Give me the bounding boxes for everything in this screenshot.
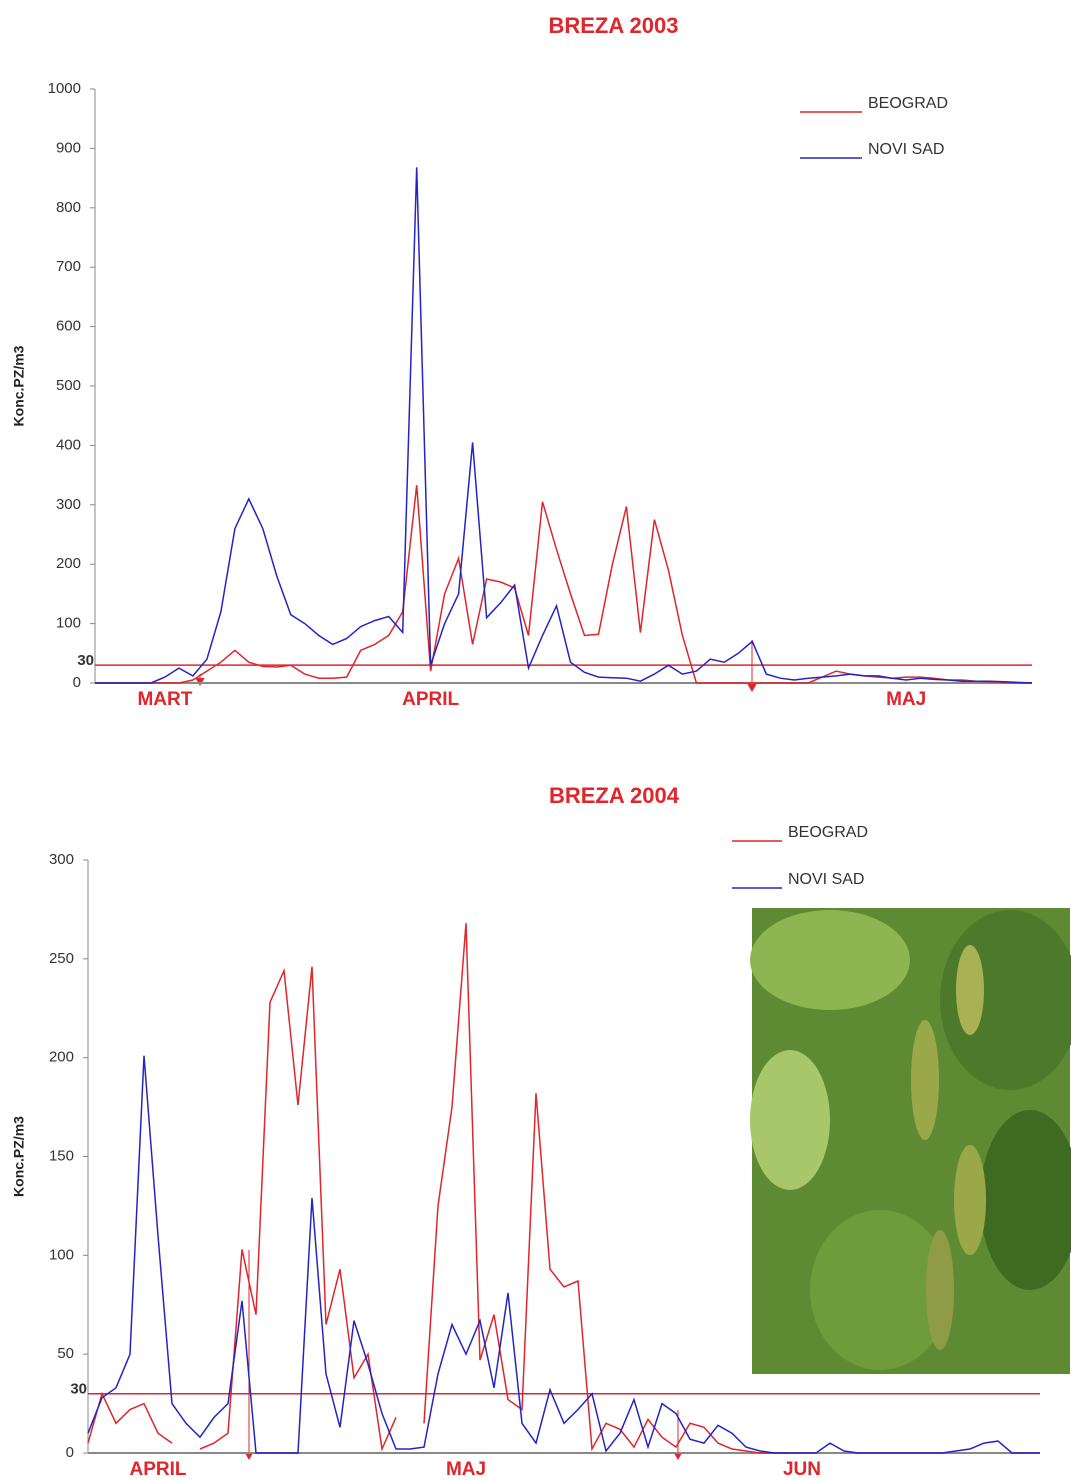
y-tick-label: 300 xyxy=(49,851,74,868)
y-tick-label: 1000 xyxy=(48,80,81,97)
x-category-label: MART xyxy=(137,689,192,710)
y-axis-label: Konc.PZ/m3 xyxy=(11,1116,27,1197)
x-category-label: MAJ xyxy=(446,1459,486,1480)
y-tick-label: 400 xyxy=(56,436,81,453)
chart-title: BREZA 2003 xyxy=(548,13,678,38)
y-tick-label: 250 xyxy=(49,950,74,967)
x-category-label: MAJ xyxy=(886,689,926,710)
threshold-label: 30 xyxy=(70,1381,87,1398)
y-axis-label: Konc.PZ/m3 xyxy=(11,345,27,426)
y-tick-label: 900 xyxy=(56,139,81,156)
y-tick-label: 50 xyxy=(57,1345,74,1362)
x-category-label: APRIL xyxy=(130,1459,187,1480)
y-tick-label: 150 xyxy=(49,1147,74,1164)
y-tick-label: 0 xyxy=(66,1444,74,1461)
y-tick-label: 500 xyxy=(56,377,81,394)
y-tick-label: 700 xyxy=(56,258,81,275)
data-line xyxy=(95,485,1032,684)
legend-label: BEOGRAD xyxy=(788,824,868,841)
birch-photo xyxy=(750,908,1071,1374)
y-tick-label: 300 xyxy=(56,496,81,513)
y-tick-label: 200 xyxy=(56,555,81,572)
data-line xyxy=(95,167,1033,684)
chart-title: BREZA 2004 xyxy=(549,783,680,808)
x-category-label: APRIL xyxy=(402,689,459,710)
season-arrows xyxy=(195,640,757,1461)
legend-label: NOVI SAD xyxy=(868,141,944,158)
y-tick-label: 100 xyxy=(56,615,81,632)
y-tick-label: 100 xyxy=(49,1246,74,1263)
x-category-label: JUN xyxy=(783,1459,821,1480)
y-tick-label: 600 xyxy=(56,318,81,335)
data-line xyxy=(87,1055,1040,1454)
y-tick-label: 0 xyxy=(73,674,81,691)
threshold-label: 30 xyxy=(77,652,94,669)
legend-label: BEOGRAD xyxy=(868,95,948,112)
legend-label: NOVI SAD xyxy=(788,871,864,888)
y-tick-label: 800 xyxy=(56,199,81,216)
y-tick-label: 200 xyxy=(49,1049,74,1066)
